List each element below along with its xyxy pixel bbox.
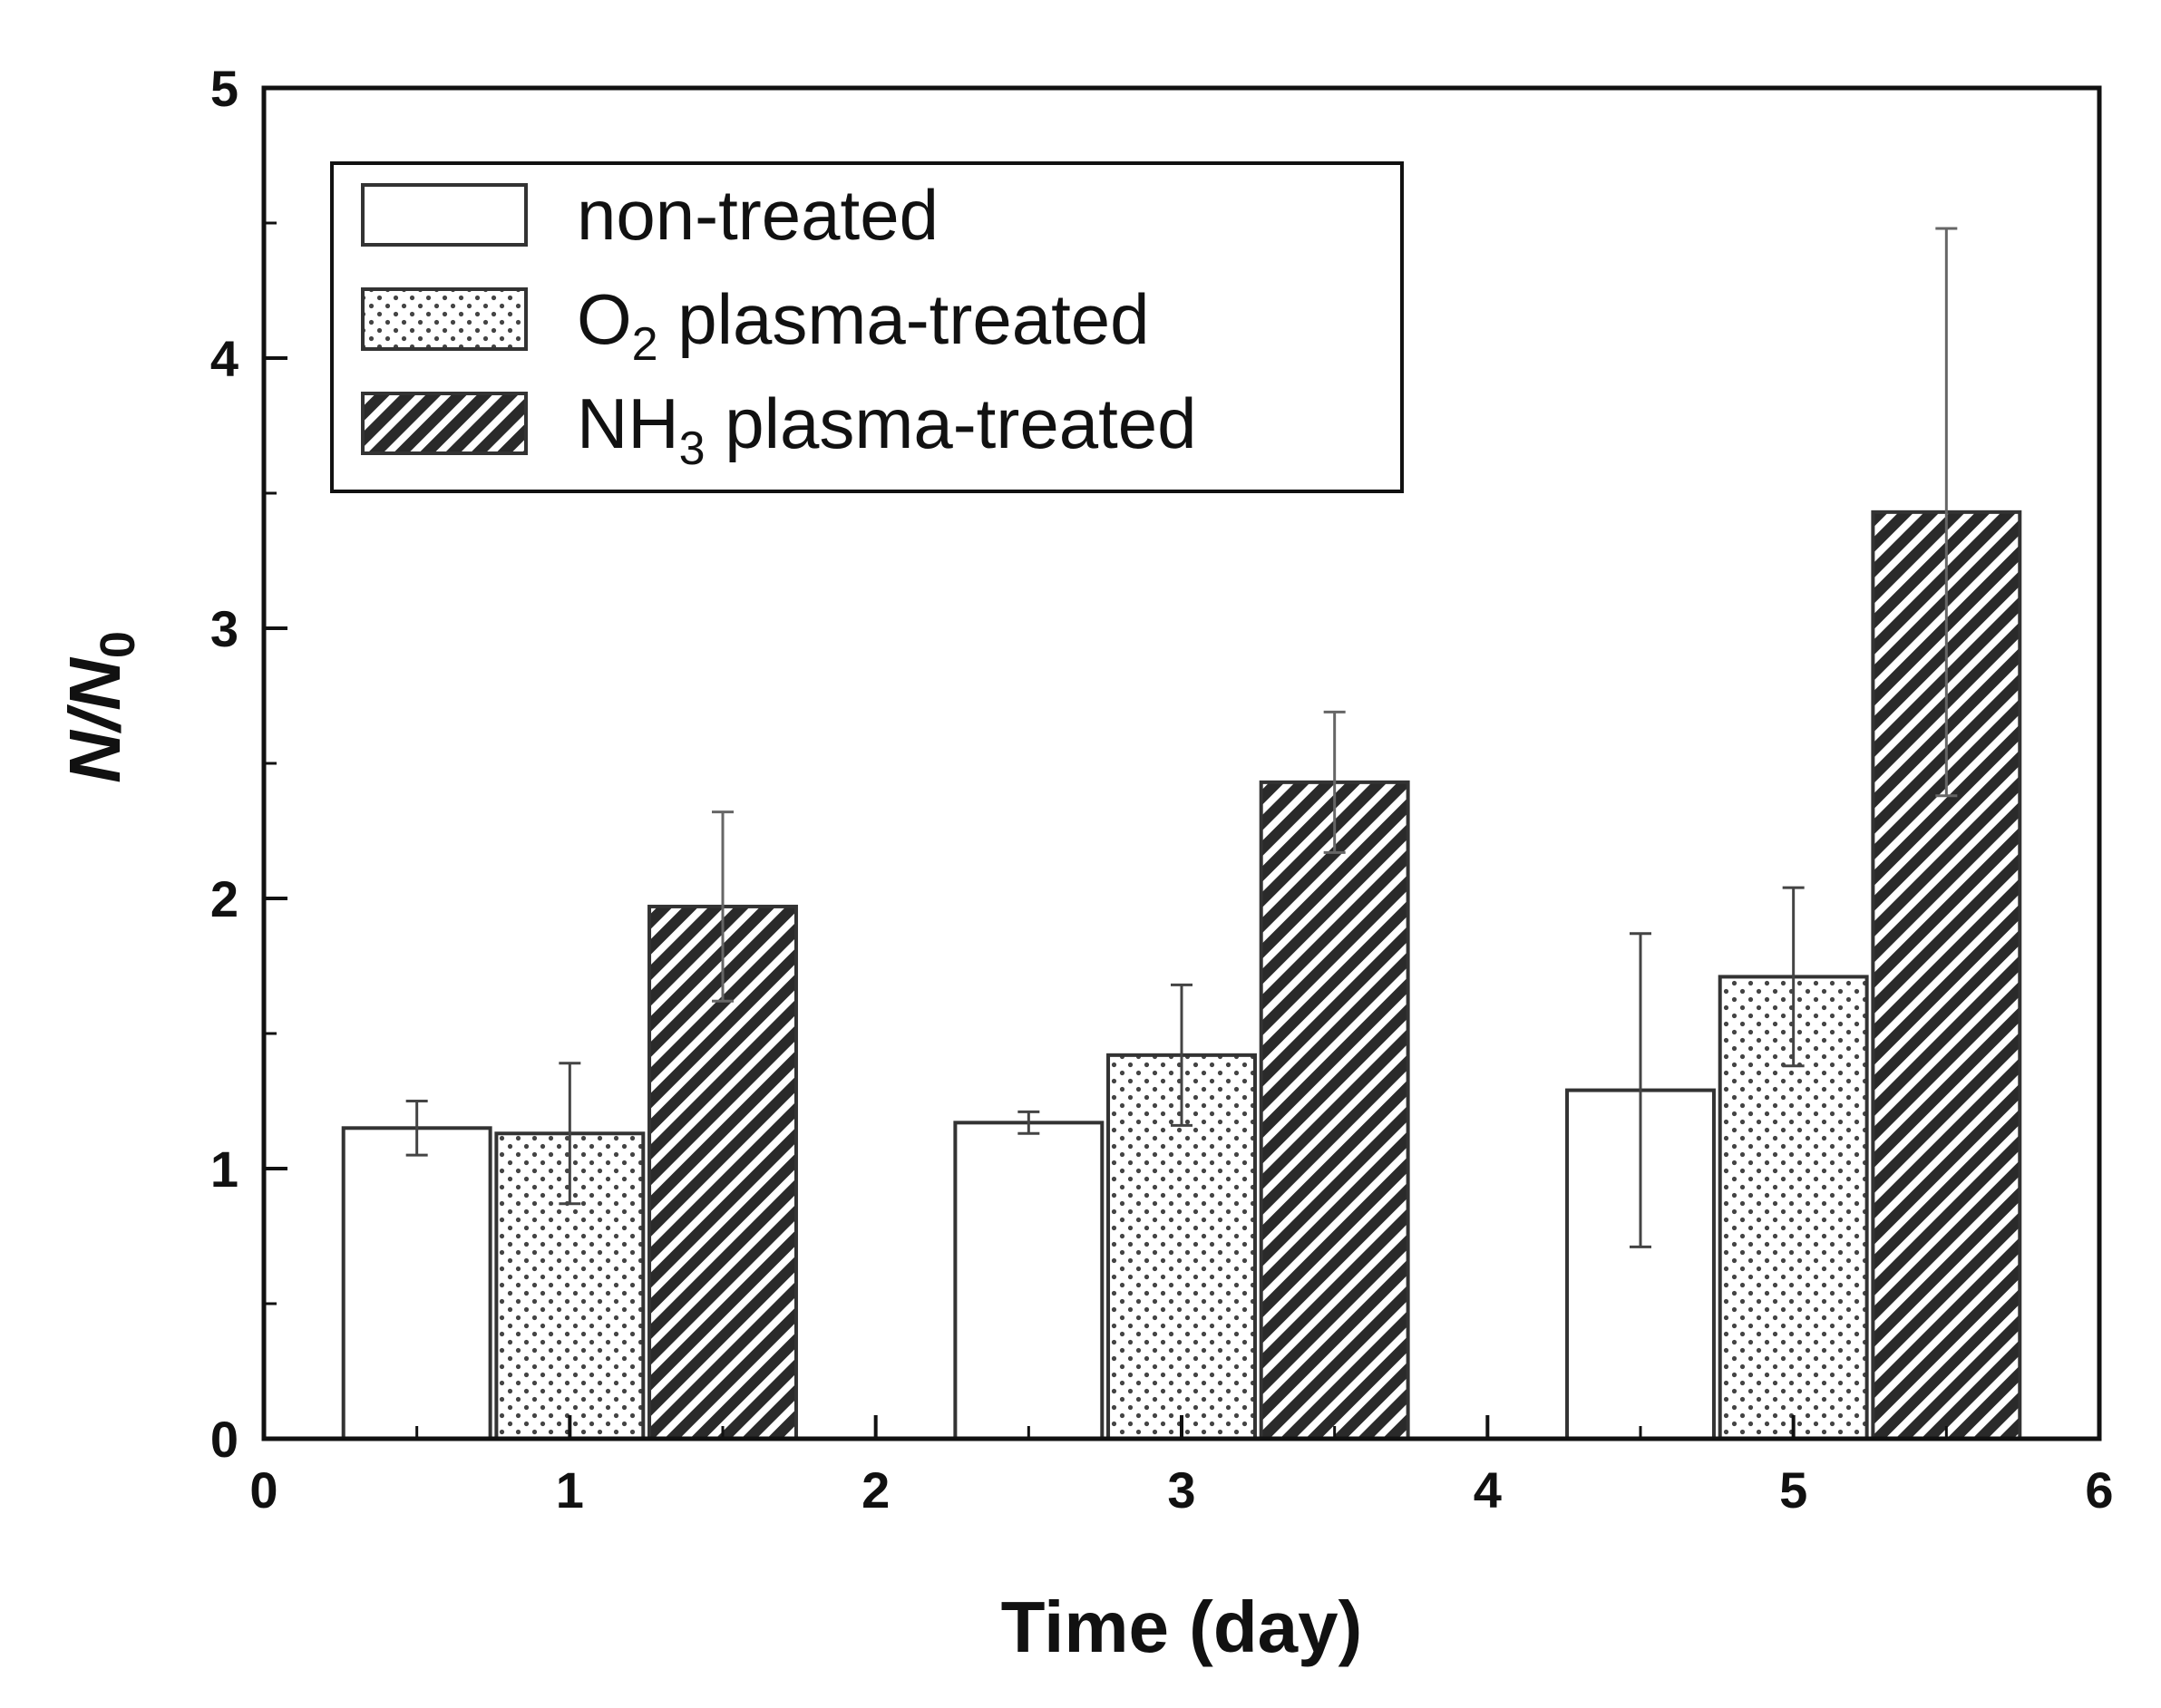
- x-tick-label-1: 1: [556, 1461, 584, 1519]
- x-axis-title: Time (day): [1001, 1587, 1363, 1667]
- y-tick-label-4: 4: [210, 330, 238, 387]
- bar-series3-x3.5: [1259, 780, 1410, 1441]
- legend-label-main: non-treated: [577, 175, 939, 255]
- error-bar-series3-x5.5: [1935, 227, 1958, 798]
- x-tick-label-2: 2: [861, 1461, 890, 1519]
- legend-label-subscript: 2: [632, 318, 658, 371]
- bar-series1-x2.5: [953, 1121, 1105, 1441]
- y-axis-title-main: N/N: [54, 656, 135, 783]
- legend-label-subscript: 3: [679, 422, 706, 475]
- error-bar-series3-x1.5: [712, 810, 734, 1003]
- error-bar-series2-x5: [1782, 886, 1805, 1068]
- x-tick-label-0: 0: [249, 1461, 277, 1519]
- error-bar-series2-x3: [1171, 983, 1192, 1127]
- x-axis-ticks: 0 1 2 3 4 5 6: [249, 1415, 2114, 1519]
- x-tick-label-3: 3: [1167, 1461, 1195, 1519]
- y-tick-label-2: 2: [210, 870, 238, 927]
- y-axis-title-subscript: 0: [91, 631, 145, 658]
- y-axis-title: N/N0: [54, 631, 145, 783]
- y-axis-ticks: 0 1 2 3 4 5: [210, 60, 287, 1468]
- error-bar-series1-x2.5: [1017, 1110, 1040, 1135]
- x-tick-label-4: 4: [1474, 1461, 1502, 1519]
- error-bars: [405, 227, 1958, 1248]
- legend-swatch-3: [361, 392, 528, 455]
- legend-entry-2: O2 plasma-treated: [361, 279, 1150, 371]
- plot-bars: [341, 509, 2022, 1441]
- legend-swatch-2: [361, 287, 528, 351]
- legend-label-2: O2 plasma-treated: [577, 279, 1150, 371]
- bar-series1-x0.5: [341, 1126, 492, 1441]
- error-bar-series3-x3.5: [1323, 710, 1346, 854]
- error-bar-series1-x0.5: [405, 1100, 428, 1157]
- y-tick-label-3: 3: [210, 600, 238, 657]
- x-tick-label-5: 5: [1779, 1461, 1807, 1519]
- y-tick-label-5: 5: [210, 60, 238, 117]
- legend-swatch-1: [361, 183, 528, 247]
- y-tick-label-1: 1: [210, 1140, 238, 1198]
- legend-label-main: NH: [577, 383, 679, 463]
- legend-entry-3: NH3 plasma-treated: [361, 383, 1197, 475]
- error-bar-series2-x1: [559, 1062, 581, 1206]
- y-tick-label-0: 0: [210, 1411, 238, 1468]
- legend-label-rest: plasma-treated: [706, 383, 1197, 463]
- bar-series2-x5: [1718, 975, 1869, 1441]
- legend-entry-1: non-treated: [361, 175, 939, 255]
- error-bar-series1-x4.5: [1630, 932, 1651, 1248]
- x-tick-label-6: 6: [2085, 1461, 2113, 1519]
- legend-label-rest: plasma-treated: [658, 279, 1150, 359]
- legend-label-1: non-treated: [577, 175, 939, 255]
- legend-label-3: NH3 plasma-treated: [577, 383, 1197, 475]
- legend-label-main: O: [577, 279, 632, 359]
